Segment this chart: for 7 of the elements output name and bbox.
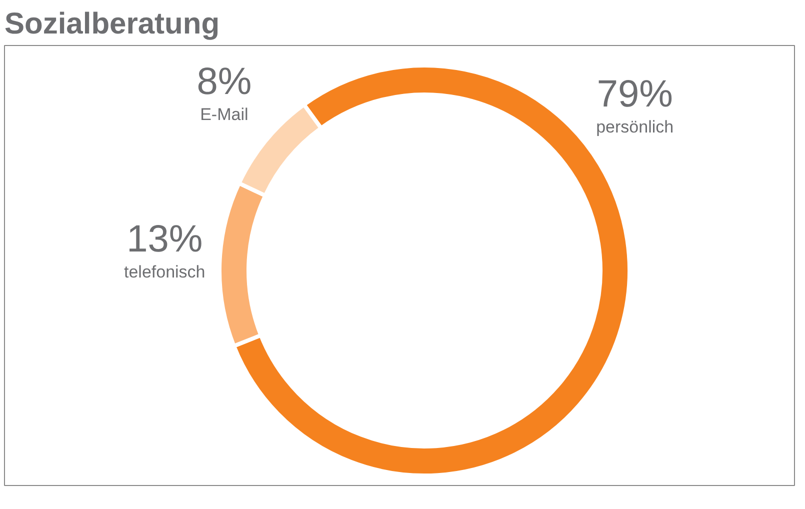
- slice-label: E-Mail: [200, 104, 248, 124]
- slice-label: persönlich: [596, 118, 674, 137]
- data-label: 13%: [126, 218, 203, 260]
- chart-title: Sozialberatung: [4, 8, 220, 40]
- data-label: 79%: [596, 74, 673, 116]
- slice-label: telefonisch: [124, 262, 206, 282]
- data-label: 8%: [196, 60, 252, 103]
